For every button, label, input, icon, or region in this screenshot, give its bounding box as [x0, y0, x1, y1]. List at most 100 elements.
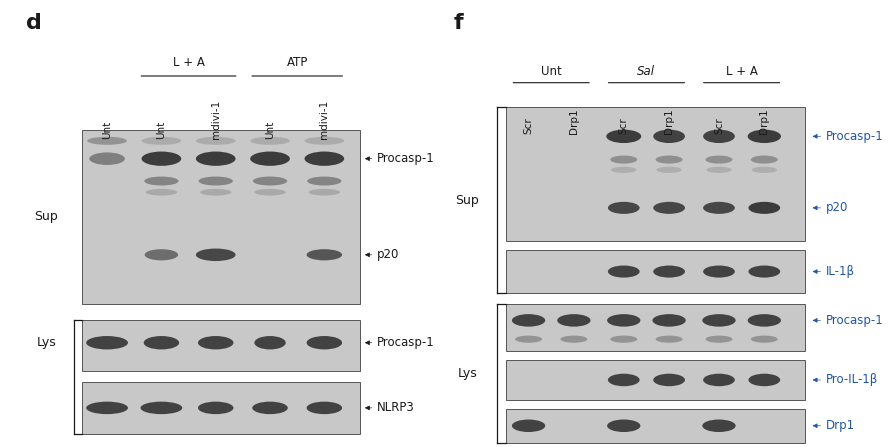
Ellipse shape	[307, 249, 342, 260]
Text: p20: p20	[377, 248, 399, 261]
Ellipse shape	[200, 189, 231, 196]
Ellipse shape	[703, 202, 735, 214]
Text: ATP: ATP	[286, 56, 308, 69]
Text: p20: p20	[826, 201, 848, 215]
Ellipse shape	[144, 177, 179, 186]
Ellipse shape	[198, 177, 233, 186]
Ellipse shape	[252, 401, 288, 414]
Ellipse shape	[706, 336, 733, 343]
Ellipse shape	[141, 152, 181, 166]
Ellipse shape	[749, 374, 781, 386]
Text: L + A: L + A	[172, 56, 204, 69]
Text: d: d	[26, 13, 42, 34]
Ellipse shape	[308, 189, 340, 196]
Ellipse shape	[89, 152, 124, 165]
Ellipse shape	[557, 314, 590, 327]
Text: Drp1: Drp1	[569, 109, 579, 134]
Ellipse shape	[653, 314, 685, 327]
Text: Sup: Sup	[455, 194, 479, 207]
Text: Sal: Sal	[637, 65, 655, 78]
Ellipse shape	[653, 374, 685, 386]
Ellipse shape	[250, 137, 290, 145]
Ellipse shape	[706, 167, 732, 173]
Text: Drp1: Drp1	[826, 419, 854, 432]
Ellipse shape	[305, 137, 344, 145]
Text: NLRP3: NLRP3	[377, 401, 414, 414]
Ellipse shape	[749, 202, 781, 214]
Ellipse shape	[607, 419, 640, 432]
Ellipse shape	[706, 156, 733, 164]
Ellipse shape	[307, 401, 342, 414]
Ellipse shape	[196, 249, 236, 261]
Text: Lys: Lys	[36, 336, 56, 349]
Ellipse shape	[196, 137, 236, 145]
Text: Unt: Unt	[265, 120, 275, 139]
Text: Unt: Unt	[541, 65, 562, 78]
Ellipse shape	[86, 401, 128, 414]
Ellipse shape	[611, 167, 637, 173]
Ellipse shape	[254, 189, 285, 196]
Ellipse shape	[653, 266, 685, 278]
Ellipse shape	[751, 336, 778, 343]
Ellipse shape	[607, 314, 640, 327]
Text: Pro-IL-1β: Pro-IL-1β	[826, 373, 878, 387]
Ellipse shape	[141, 137, 181, 145]
Ellipse shape	[196, 152, 236, 166]
Text: IL-1β: IL-1β	[826, 265, 854, 278]
Ellipse shape	[308, 177, 341, 186]
Ellipse shape	[751, 156, 778, 164]
Ellipse shape	[250, 152, 290, 166]
Bar	[82, 382, 360, 434]
Ellipse shape	[608, 202, 640, 214]
Ellipse shape	[748, 130, 781, 143]
Text: Procasp-1: Procasp-1	[377, 152, 435, 165]
Ellipse shape	[144, 336, 180, 350]
Bar	[82, 130, 360, 304]
Text: Sup: Sup	[35, 210, 59, 224]
Ellipse shape	[608, 266, 640, 278]
Ellipse shape	[146, 189, 177, 196]
Ellipse shape	[140, 401, 182, 414]
Ellipse shape	[515, 336, 542, 343]
Ellipse shape	[86, 336, 128, 350]
Bar	[506, 250, 805, 293]
Ellipse shape	[748, 314, 781, 327]
Bar	[506, 304, 805, 351]
Text: Procasp-1: Procasp-1	[377, 336, 435, 349]
Ellipse shape	[703, 130, 735, 143]
Bar	[506, 107, 805, 241]
Ellipse shape	[655, 156, 683, 164]
Ellipse shape	[610, 336, 637, 343]
Text: Unt: Unt	[102, 120, 112, 139]
Ellipse shape	[610, 156, 637, 164]
Text: Drp1: Drp1	[759, 109, 769, 134]
Ellipse shape	[512, 314, 545, 327]
Text: mdivi-1: mdivi-1	[319, 99, 329, 139]
Ellipse shape	[703, 374, 735, 386]
Text: Procasp-1: Procasp-1	[826, 314, 884, 327]
Ellipse shape	[252, 177, 287, 186]
Text: mdivi-1: mdivi-1	[211, 99, 220, 139]
Text: Scr: Scr	[714, 118, 724, 134]
Ellipse shape	[702, 314, 735, 327]
Ellipse shape	[198, 336, 234, 350]
Ellipse shape	[254, 336, 285, 350]
Ellipse shape	[87, 137, 127, 145]
Ellipse shape	[608, 374, 640, 386]
Text: Unt: Unt	[156, 120, 166, 139]
Text: L + A: L + A	[725, 65, 757, 78]
Text: Drp1: Drp1	[664, 109, 674, 134]
Ellipse shape	[653, 130, 685, 143]
Ellipse shape	[749, 266, 781, 278]
Text: Procasp-1: Procasp-1	[826, 130, 884, 143]
Ellipse shape	[305, 152, 344, 166]
Bar	[506, 360, 805, 400]
Ellipse shape	[307, 336, 342, 350]
Text: f: f	[453, 13, 463, 34]
Ellipse shape	[198, 401, 234, 414]
Bar	[506, 409, 805, 443]
Text: Lys: Lys	[458, 367, 477, 380]
Ellipse shape	[606, 130, 641, 143]
Ellipse shape	[145, 249, 178, 260]
Bar	[82, 320, 360, 371]
